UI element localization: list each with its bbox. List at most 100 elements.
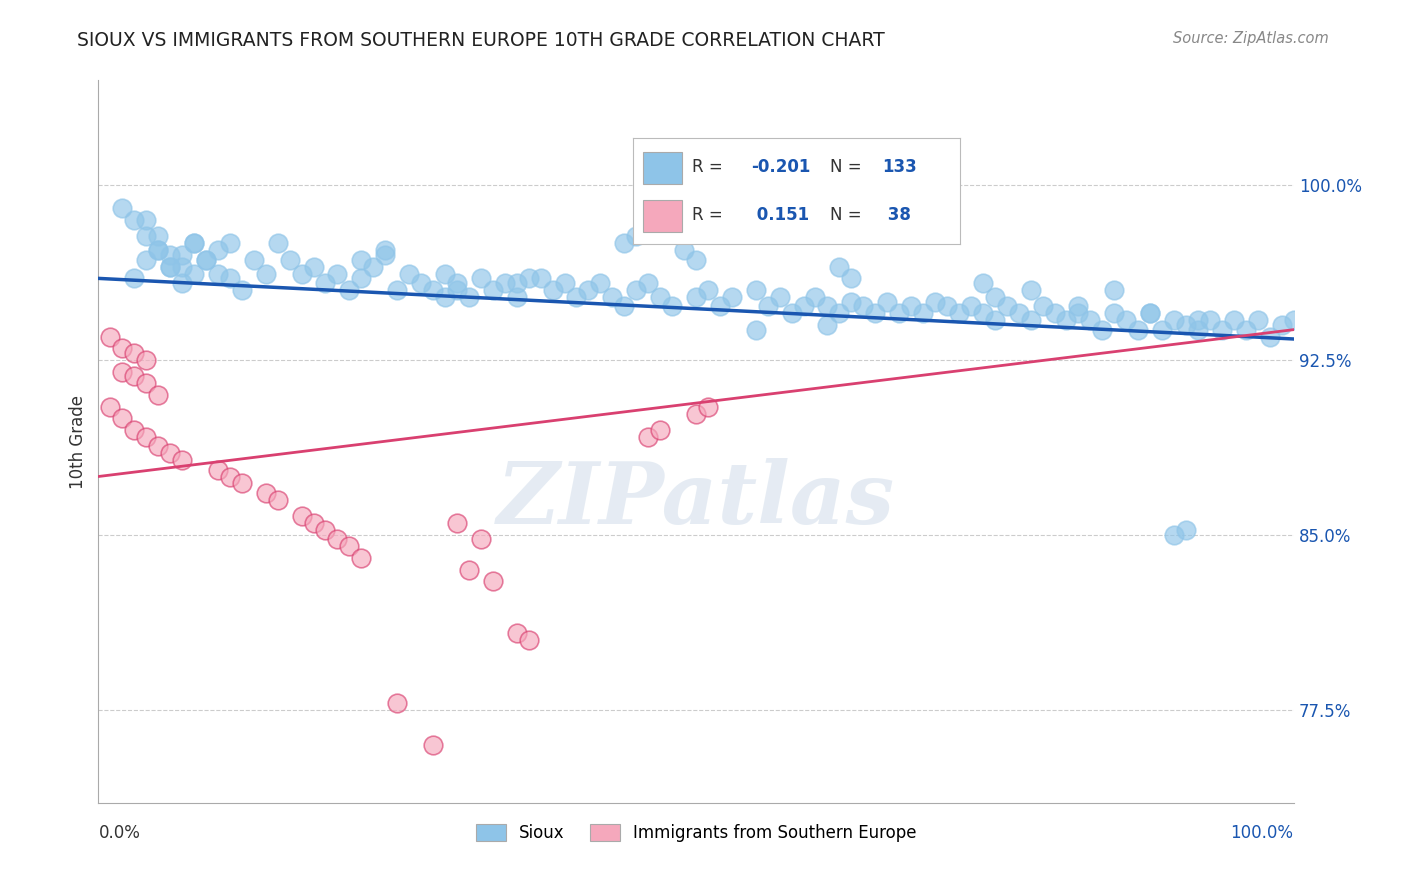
Point <box>1199 313 1222 327</box>
Text: N =: N = <box>830 205 866 224</box>
Point <box>1175 318 1198 332</box>
Point <box>172 453 194 467</box>
Point <box>135 229 157 244</box>
Point <box>948 306 970 320</box>
Point <box>745 283 768 297</box>
Point <box>219 271 242 285</box>
Point <box>315 276 337 290</box>
Point <box>876 294 898 309</box>
Point <box>434 267 457 281</box>
Point <box>960 299 983 313</box>
Point <box>302 516 325 530</box>
Point <box>530 271 553 285</box>
Point <box>434 290 457 304</box>
Point <box>481 283 505 297</box>
Point <box>1187 323 1209 337</box>
Point <box>578 283 600 297</box>
Point <box>124 271 146 285</box>
Point <box>1211 323 1233 337</box>
Point <box>589 276 612 290</box>
Point <box>326 267 349 281</box>
Point <box>1163 528 1185 542</box>
Point <box>637 276 659 290</box>
Point <box>98 329 122 343</box>
Point <box>745 323 768 337</box>
Point <box>470 533 492 547</box>
Point <box>995 299 1018 313</box>
Point <box>458 563 481 577</box>
Point <box>804 290 827 304</box>
Point <box>565 290 588 304</box>
Point <box>1258 329 1281 343</box>
Point <box>889 306 911 320</box>
Point <box>172 260 194 274</box>
Point <box>183 267 205 281</box>
Point <box>506 290 529 304</box>
Point <box>685 290 707 304</box>
Point <box>984 313 1007 327</box>
Point <box>1163 313 1185 327</box>
Text: 133: 133 <box>882 158 917 176</box>
Point <box>231 476 253 491</box>
Point <box>219 469 242 483</box>
Point <box>613 299 636 313</box>
Point <box>1104 283 1126 297</box>
Point <box>768 290 790 304</box>
Point <box>648 423 672 437</box>
Point <box>815 318 838 332</box>
Point <box>135 353 157 368</box>
Point <box>517 632 540 647</box>
Point <box>267 492 290 507</box>
Point <box>267 236 290 251</box>
Point <box>363 260 385 274</box>
Point <box>1019 313 1042 327</box>
Point <box>315 523 337 537</box>
Point <box>207 462 229 476</box>
Point <box>172 248 194 262</box>
Point <box>385 283 409 297</box>
Point <box>709 299 731 313</box>
Point <box>602 290 624 304</box>
Text: 100.0%: 100.0% <box>1230 824 1294 842</box>
Point <box>207 267 229 281</box>
Point <box>1032 299 1054 313</box>
Point <box>815 299 838 313</box>
Point <box>111 365 134 379</box>
Point <box>385 696 409 710</box>
Point <box>124 346 146 360</box>
Bar <box>643 200 682 232</box>
Point <box>936 299 959 313</box>
Point <box>159 446 181 460</box>
Text: R =: R = <box>692 205 728 224</box>
Point <box>124 423 146 437</box>
Point <box>446 276 468 290</box>
Point <box>1043 306 1066 320</box>
Point <box>148 244 170 258</box>
Text: 0.0%: 0.0% <box>98 824 141 842</box>
Point <box>148 439 170 453</box>
Point <box>207 244 229 258</box>
Point <box>159 260 181 274</box>
Point <box>159 260 181 274</box>
Point <box>494 276 516 290</box>
Point <box>111 411 134 425</box>
Point <box>148 229 170 244</box>
Point <box>1056 313 1078 327</box>
Point <box>350 551 373 566</box>
Point <box>470 271 492 285</box>
Point <box>1152 323 1174 337</box>
Point <box>972 306 994 320</box>
Point <box>339 540 361 554</box>
Point <box>422 738 444 752</box>
Point <box>195 252 218 267</box>
Point <box>793 299 815 313</box>
Point <box>865 306 887 320</box>
Point <box>1019 283 1042 297</box>
Point <box>1128 323 1150 337</box>
Point <box>135 213 157 227</box>
Point <box>517 271 540 285</box>
Point <box>195 252 218 267</box>
Point <box>148 244 170 258</box>
Text: R =: R = <box>692 158 728 176</box>
Point <box>326 533 349 547</box>
